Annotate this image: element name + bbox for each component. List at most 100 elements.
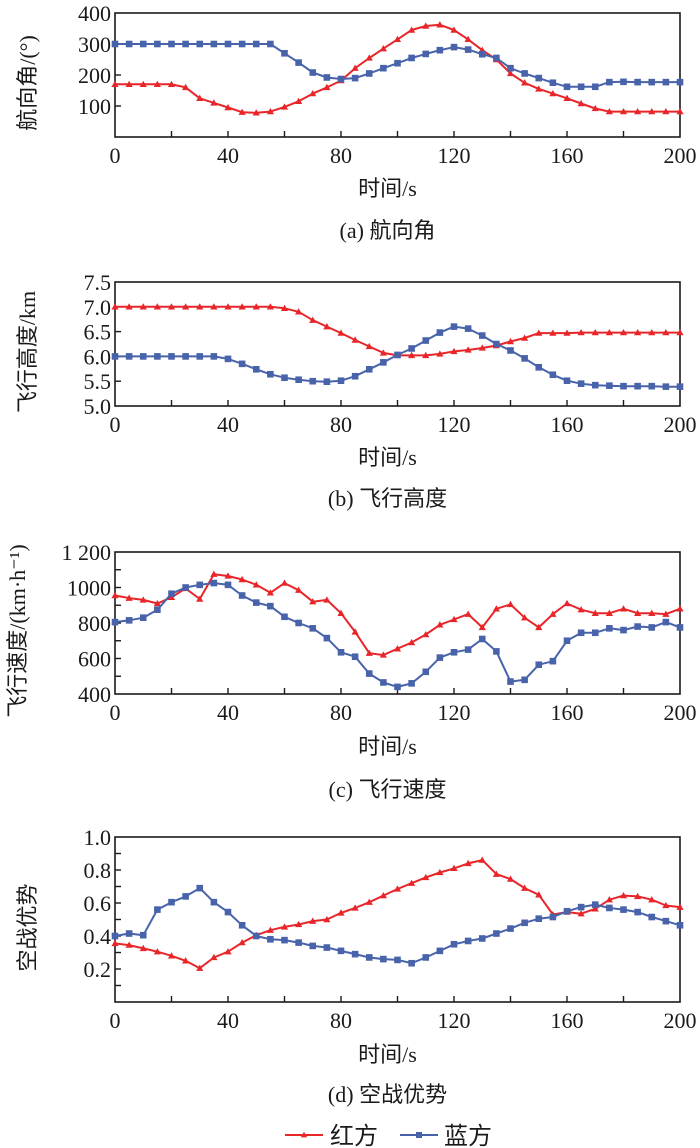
data-point-triangle bbox=[605, 896, 613, 903]
data-point-triangle bbox=[408, 26, 416, 33]
data-point-triangle bbox=[478, 856, 486, 863]
data-point-square bbox=[281, 374, 288, 382]
data-point-square bbox=[224, 40, 232, 48]
legend-item-red: 红方 bbox=[285, 1123, 378, 1148]
legend-item-blue: 蓝方 bbox=[400, 1123, 492, 1148]
data-point-square bbox=[563, 907, 571, 915]
data-point-square bbox=[139, 931, 147, 939]
chart-caption: (a) 航向角 bbox=[340, 218, 436, 243]
data-point-triangle bbox=[422, 873, 430, 881]
data-point-triangle bbox=[577, 910, 585, 917]
data-point-triangle bbox=[295, 920, 303, 928]
data-point-triangle bbox=[563, 329, 571, 336]
data-point-triangle bbox=[365, 342, 373, 350]
data-point-triangle bbox=[393, 885, 402, 892]
data-point-triangle bbox=[563, 599, 571, 607]
data-point-square bbox=[168, 353, 175, 360]
data-point-triangle bbox=[676, 903, 684, 910]
data-point-square bbox=[323, 74, 331, 81]
data-point-triangle bbox=[252, 581, 260, 588]
x-tick-label: 200 bbox=[664, 412, 697, 437]
data-point-triangle bbox=[535, 329, 543, 336]
data-point-square bbox=[676, 624, 684, 631]
data-point-square bbox=[676, 921, 684, 929]
series-line bbox=[114, 887, 681, 965]
data-point-triangle bbox=[351, 336, 359, 343]
x-tick-label: 80 bbox=[330, 700, 352, 725]
legend-marker-square bbox=[416, 1132, 422, 1138]
data-point-triangle bbox=[351, 628, 359, 635]
x-tick-label: 0 bbox=[110, 1008, 121, 1033]
data-point-square bbox=[450, 323, 458, 330]
data-point-triangle bbox=[153, 80, 161, 87]
chart-caption: (d) 空战优势 bbox=[328, 1082, 447, 1107]
data-point-square bbox=[210, 353, 218, 360]
data-point-square bbox=[662, 78, 670, 86]
y-tick-label: 6.0 bbox=[84, 344, 112, 369]
y-axis-label: 空战优势 bbox=[15, 883, 40, 971]
data-point-square bbox=[168, 40, 175, 48]
data-point-triangle bbox=[393, 645, 402, 652]
data-point-square bbox=[620, 78, 627, 86]
data-point-triangle bbox=[450, 615, 458, 623]
data-point-triangle bbox=[662, 328, 670, 336]
data-point-triangle bbox=[436, 350, 444, 357]
data-point-square bbox=[196, 884, 204, 892]
data-point-triangle bbox=[323, 915, 331, 923]
data-point-square bbox=[267, 370, 274, 378]
data-point-square bbox=[591, 83, 599, 91]
y-tick-label: 0.8 bbox=[84, 858, 112, 883]
data-point-triangle bbox=[422, 22, 430, 29]
data-point-square bbox=[323, 378, 331, 385]
data-point-square bbox=[154, 40, 161, 48]
data-point-triangle bbox=[634, 892, 642, 900]
data-point-triangle bbox=[125, 941, 133, 948]
data-point-square bbox=[493, 340, 500, 348]
data-point-triangle bbox=[450, 26, 458, 33]
x-tick-label: 0 bbox=[110, 700, 121, 725]
data-point-square bbox=[591, 901, 599, 908]
data-point-square bbox=[422, 954, 430, 961]
data-point-triangle bbox=[450, 347, 458, 355]
data-point-square bbox=[464, 46, 472, 53]
data-point-triangle bbox=[521, 884, 529, 891]
data-point-square bbox=[168, 898, 175, 906]
data-point-square bbox=[591, 381, 599, 389]
data-point-square bbox=[535, 661, 543, 669]
data-point-square bbox=[408, 680, 415, 687]
data-point-triangle bbox=[506, 875, 515, 882]
data-point-triangle bbox=[648, 328, 656, 336]
data-point-triangle bbox=[153, 948, 161, 955]
data-point-triangle bbox=[210, 99, 218, 106]
data-point-square bbox=[606, 904, 613, 912]
data-point-triangle bbox=[224, 948, 232, 955]
data-point-square bbox=[648, 78, 656, 86]
plot-frame bbox=[114, 12, 681, 138]
data-point-triangle bbox=[591, 328, 599, 336]
y-tick-label: 0.4 bbox=[84, 924, 112, 949]
data-point-square bbox=[337, 377, 345, 385]
data-point-square bbox=[224, 908, 232, 916]
data-point-triangle bbox=[619, 107, 628, 115]
data-point-square bbox=[323, 944, 331, 951]
data-point-triangle bbox=[266, 589, 274, 596]
data-point-triangle bbox=[535, 85, 543, 92]
data-point-square bbox=[577, 629, 585, 637]
data-point-triangle bbox=[634, 107, 642, 115]
y-tick-label: 0.6 bbox=[84, 891, 112, 916]
data-point-triangle bbox=[464, 859, 472, 867]
y-tick-label: 200 bbox=[78, 63, 111, 88]
data-point-triangle bbox=[365, 54, 373, 61]
data-point-square bbox=[309, 942, 317, 950]
y-tick-label: 600 bbox=[78, 647, 111, 672]
series-line bbox=[114, 859, 681, 970]
data-point-triangle bbox=[309, 90, 317, 97]
data-point-square bbox=[563, 377, 571, 385]
data-point-square bbox=[309, 625, 317, 632]
data-point-triangle bbox=[252, 109, 260, 116]
data-point-square bbox=[662, 917, 670, 925]
data-point-triangle bbox=[563, 94, 571, 101]
data-point-square bbox=[648, 382, 656, 390]
data-point-triangle bbox=[139, 596, 147, 603]
data-point-square bbox=[252, 932, 260, 940]
